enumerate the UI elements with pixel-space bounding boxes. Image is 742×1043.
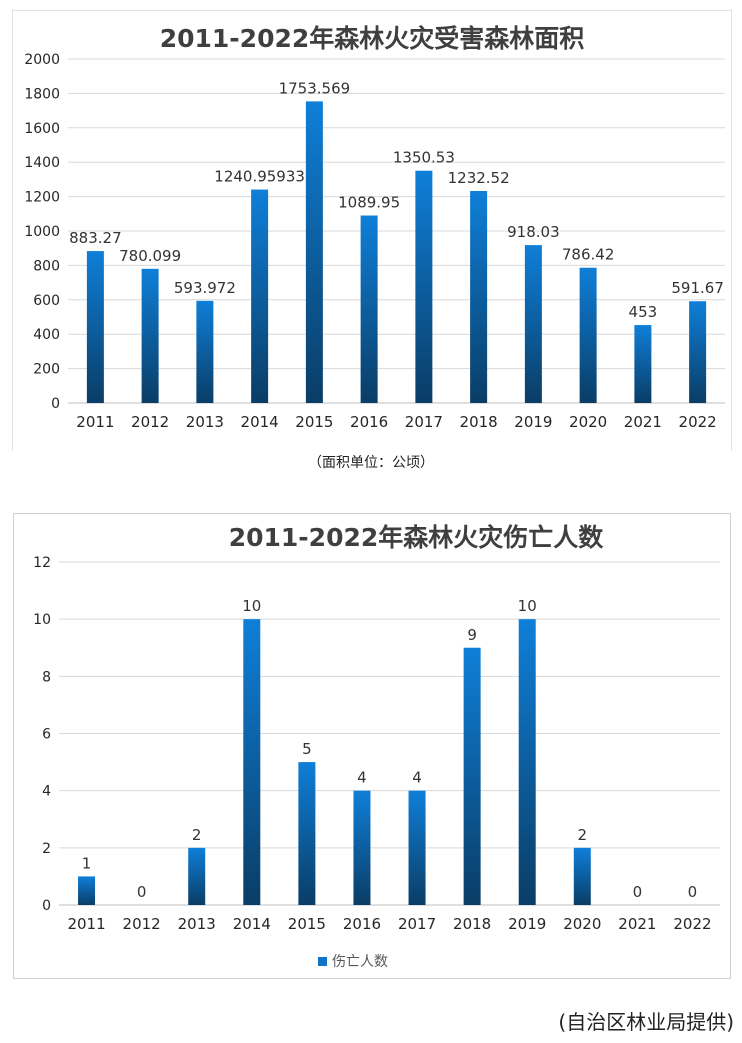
x-tick-label: 2021 — [618, 915, 656, 933]
bar — [579, 267, 597, 403]
bar — [518, 619, 536, 905]
y-tick-label: 1400 — [24, 155, 60, 171]
bar — [415, 170, 433, 403]
area-chart-panel: 2011-2022年森林火灾受害森林面积 0 200 400 600 800 1000 12… — [12, 10, 732, 451]
y-tick-label: 0 — [42, 898, 51, 914]
y-tick-label: 6 — [42, 727, 51, 743]
bar — [78, 876, 96, 905]
y-tick-label: 0 — [51, 396, 60, 412]
chart-title: 2011-2022年森林火灾受害森林面积 — [160, 24, 585, 53]
y-tick-label: 8 — [42, 669, 51, 685]
y-tick-label: 4 — [42, 784, 51, 800]
x-tick-label: 2016 — [343, 915, 381, 933]
legend-swatch — [318, 957, 327, 966]
x-tick-label: 2016 — [350, 413, 388, 431]
bar — [524, 245, 542, 403]
data-label: 4 — [412, 769, 422, 787]
x-tick-label: 2017 — [405, 413, 443, 431]
chart-title: 2011-2022年森林火灾伤亡人数 — [229, 523, 605, 552]
bar — [470, 191, 488, 403]
casualty-chart-panel: 2011-2022年森林火灾伤亡人数 伤亡人数 0 2 4 6 8 10 12 1 2011 0 2… — [13, 513, 731, 979]
bar — [188, 847, 206, 905]
data-label: 883.27 — [69, 229, 122, 247]
data-label: 0 — [137, 883, 147, 901]
x-tick-label: 2019 — [508, 915, 546, 933]
area-chart: 2011-2022年森林火灾受害森林面积 0 200 400 600 800 1000 12… — [24, 24, 725, 431]
casualty-chart: 2011-2022年森林火灾伤亡人数 伤亡人数 0 2 4 6 8 10 12 1 2011 0 2… — [33, 523, 720, 970]
x-tick-label: 2014 — [233, 915, 271, 933]
y-tick-label: 200 — [33, 362, 60, 378]
x-tick-label: 2013 — [178, 915, 216, 933]
data-label: 780.099 — [119, 247, 181, 265]
x-tick-label: 2011 — [67, 915, 105, 933]
x-tick-label: 2022 — [673, 915, 711, 933]
source-note: (自治区林业局提供) — [558, 1010, 734, 1034]
x-tick-label: 2015 — [288, 915, 326, 933]
data-label: 2 — [578, 826, 588, 844]
bar — [360, 215, 378, 403]
bar — [634, 325, 652, 403]
data-label: 786.42 — [562, 246, 615, 264]
x-tick-label: 2011 — [76, 413, 114, 431]
x-tick-label: 2012 — [123, 915, 161, 933]
bar — [689, 301, 707, 403]
y-tick-label: 600 — [33, 293, 60, 309]
x-tick-label: 2013 — [186, 413, 224, 431]
y-tick-label: 12 — [33, 555, 51, 571]
data-label: 1350.53 — [393, 149, 455, 167]
bar — [573, 847, 591, 905]
x-tick-label: 2015 — [295, 413, 333, 431]
legend-label: 伤亡人数 — [332, 954, 388, 970]
bar — [408, 790, 426, 905]
y-tick-label: 400 — [33, 327, 60, 343]
unit-note: （面积单位：公顷） — [308, 455, 434, 471]
y-tick-label: 2 — [42, 841, 51, 857]
bar — [196, 300, 214, 403]
data-label: 0 — [688, 883, 698, 901]
data-label: 0 — [633, 883, 643, 901]
data-label: 5 — [302, 740, 312, 758]
x-tick-label: 2018 — [460, 413, 498, 431]
data-label: 4 — [357, 769, 367, 787]
y-tick-label: 800 — [33, 258, 60, 274]
x-tick-label: 2018 — [453, 915, 491, 933]
data-label: 1 — [82, 854, 92, 872]
data-label: 1089.95 — [338, 194, 400, 212]
bar — [353, 790, 371, 905]
y-tick-label: 1000 — [24, 224, 60, 240]
data-label: 918.03 — [507, 223, 560, 241]
x-tick-label: 2014 — [241, 413, 279, 431]
bar — [243, 619, 261, 905]
x-tick-label: 2019 — [514, 413, 552, 431]
y-tick-label: 1200 — [24, 190, 60, 206]
x-tick-label: 2020 — [569, 413, 607, 431]
data-label: 593.972 — [174, 279, 236, 297]
y-tick-label: 10 — [33, 612, 51, 628]
data-label: 1240.95933 — [214, 168, 305, 186]
data-label: 10 — [518, 597, 537, 615]
bar — [298, 762, 316, 905]
y-tick-label: 1800 — [24, 86, 60, 102]
data-label: 1232.52 — [448, 169, 510, 187]
bar — [141, 268, 159, 403]
bar — [86, 251, 104, 403]
x-tick-label: 2017 — [398, 915, 436, 933]
y-tick-label: 1600 — [24, 121, 60, 137]
bar — [305, 101, 323, 403]
x-tick-label: 2012 — [131, 413, 169, 431]
data-label: 1753.569 — [279, 79, 351, 97]
y-tick-label: 2000 — [24, 52, 60, 68]
data-label: 9 — [467, 626, 477, 644]
x-tick-label: 2021 — [624, 413, 662, 431]
x-tick-label: 2020 — [563, 915, 601, 933]
data-label: 591.67 — [671, 279, 724, 297]
data-label: 10 — [242, 597, 261, 615]
bar — [251, 189, 269, 403]
data-label: 2 — [192, 826, 202, 844]
x-tick-label: 2022 — [679, 413, 717, 431]
bar — [463, 647, 481, 905]
data-label: 453 — [629, 303, 658, 321]
